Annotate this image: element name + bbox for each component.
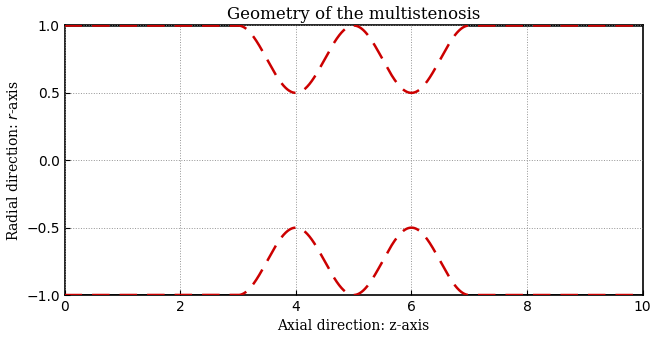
Title: Geometry of the multistenosis: Geometry of the multistenosis bbox=[227, 5, 480, 23]
X-axis label: Axial direction: z-axis: Axial direction: z-axis bbox=[277, 319, 430, 334]
Y-axis label: Radial direction: $r$-axis: Radial direction: $r$-axis bbox=[5, 80, 20, 241]
